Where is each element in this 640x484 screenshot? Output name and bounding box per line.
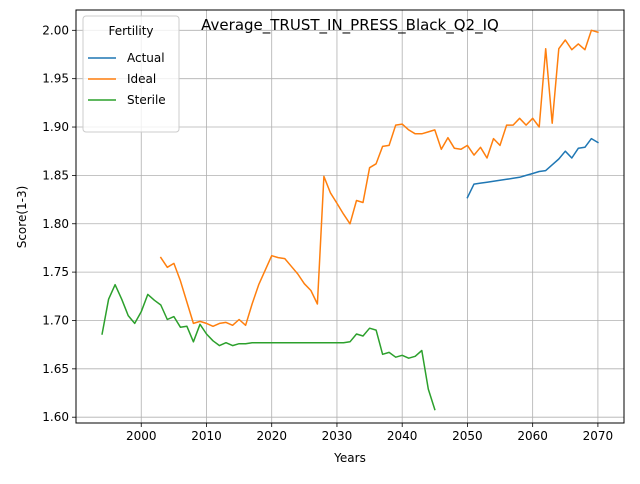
x-tick-label: 2060 [517, 429, 548, 443]
series-lines [101, 29, 599, 411]
grid-lines [76, 10, 624, 423]
y-tick-label: 1.70 [42, 313, 69, 327]
x-axis: 2000 2010 2020 2030 2040 2050 2060 2070 [126, 423, 613, 443]
y-tick-label: 1.75 [42, 265, 69, 279]
x-tick-label: 2050 [452, 429, 483, 443]
y-tick-label: 1.90 [42, 120, 69, 134]
legend-frame [82, 15, 180, 133]
series-line-actual [466, 137, 599, 199]
chart-title: Average_TRUST_IN_PRESS_Black_Q2_IQ [201, 16, 499, 35]
legend-title: Fertility [108, 24, 153, 38]
series-line-ideal [159, 29, 599, 328]
plot-frame [75, 9, 625, 424]
x-tick-label: 2020 [256, 429, 287, 443]
y-tick-label: 1.65 [42, 362, 69, 376]
y-tick-label: 1.80 [42, 217, 69, 231]
y-tick-label: 1.85 [42, 168, 69, 182]
x-tick-label: 2040 [387, 429, 418, 443]
series-line-sterile [101, 283, 436, 411]
x-axis-label: Years [333, 451, 366, 465]
y-tick-label: 1.60 [42, 410, 69, 424]
x-tick-label: 2010 [191, 429, 222, 443]
legend-label-actual: Actual [127, 51, 165, 65]
x-tick-label: 2030 [322, 429, 353, 443]
y-axis-label: Score(1-3) [15, 186, 29, 249]
y-axis: 1.60 1.65 1.70 1.75 1.80 1.85 1.90 1.95 2.00 [42, 23, 76, 424]
legend-label-ideal: Ideal [127, 72, 156, 86]
legend: Fertility Actual Ideal Sterile [82, 15, 180, 133]
x-tick-label: 2070 [583, 429, 614, 443]
y-tick-label: 2.00 [42, 23, 69, 37]
x-tick-label: 2000 [126, 429, 157, 443]
y-tick-label: 1.95 [42, 72, 69, 86]
legend-label-sterile: Sterile [127, 93, 166, 107]
